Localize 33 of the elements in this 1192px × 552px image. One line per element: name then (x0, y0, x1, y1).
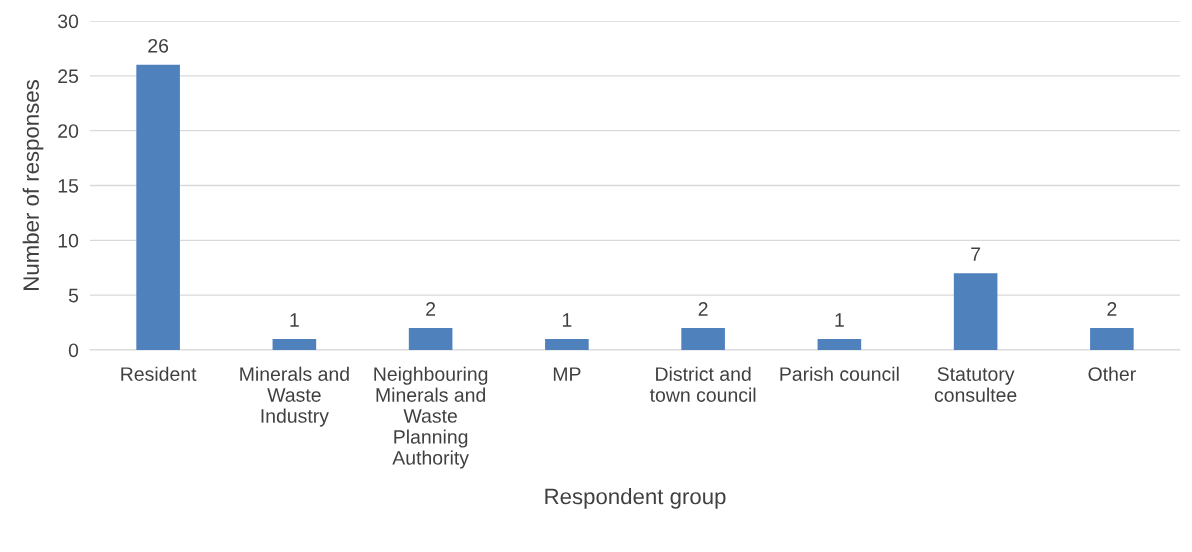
y-axis-title: Number of responses (22, 80, 44, 290)
x-tick-label: MP (553, 367, 581, 381)
bar (953, 273, 998, 350)
bar (545, 339, 589, 350)
y-tick-label: 20 (58, 124, 79, 138)
y-tick-label: 5 (68, 288, 79, 303)
y-tick-label: 25 (58, 69, 79, 84)
bar (817, 339, 862, 350)
x-tick-label: Neighbouring Minerals and Waste Planning Authority (374, 366, 488, 469)
x-tick-label: District and town council (649, 366, 756, 402)
y-tick-label: 15 (58, 179, 79, 193)
y-tick-label: 30 (58, 14, 79, 29)
bar (272, 339, 317, 350)
data-label: 1 (835, 313, 844, 327)
y-tick-label: 10 (58, 233, 79, 248)
x-tick-label: Resident (121, 366, 197, 381)
x-tick-label: Statutory consultee (934, 367, 1017, 402)
data-label: 2 (698, 302, 708, 316)
data-label: 2 (1107, 302, 1117, 316)
x-tick-label: Parish council (780, 366, 899, 381)
data-label: 1 (290, 313, 299, 327)
data-label: 2 (426, 302, 436, 316)
bar (1090, 328, 1134, 350)
y-tick-label: 0 (68, 343, 79, 358)
bar (136, 64, 180, 350)
data-label: 1 (562, 313, 572, 327)
data-label: 26 (148, 38, 169, 53)
bar (408, 328, 453, 350)
x-tick-label: Other (1088, 366, 1136, 381)
bar (681, 328, 725, 350)
x-tick-label: Minerals and Waste Industry (240, 366, 349, 427)
data-label: 7 (971, 247, 981, 261)
x-axis-title: Respondent group (545, 488, 726, 509)
